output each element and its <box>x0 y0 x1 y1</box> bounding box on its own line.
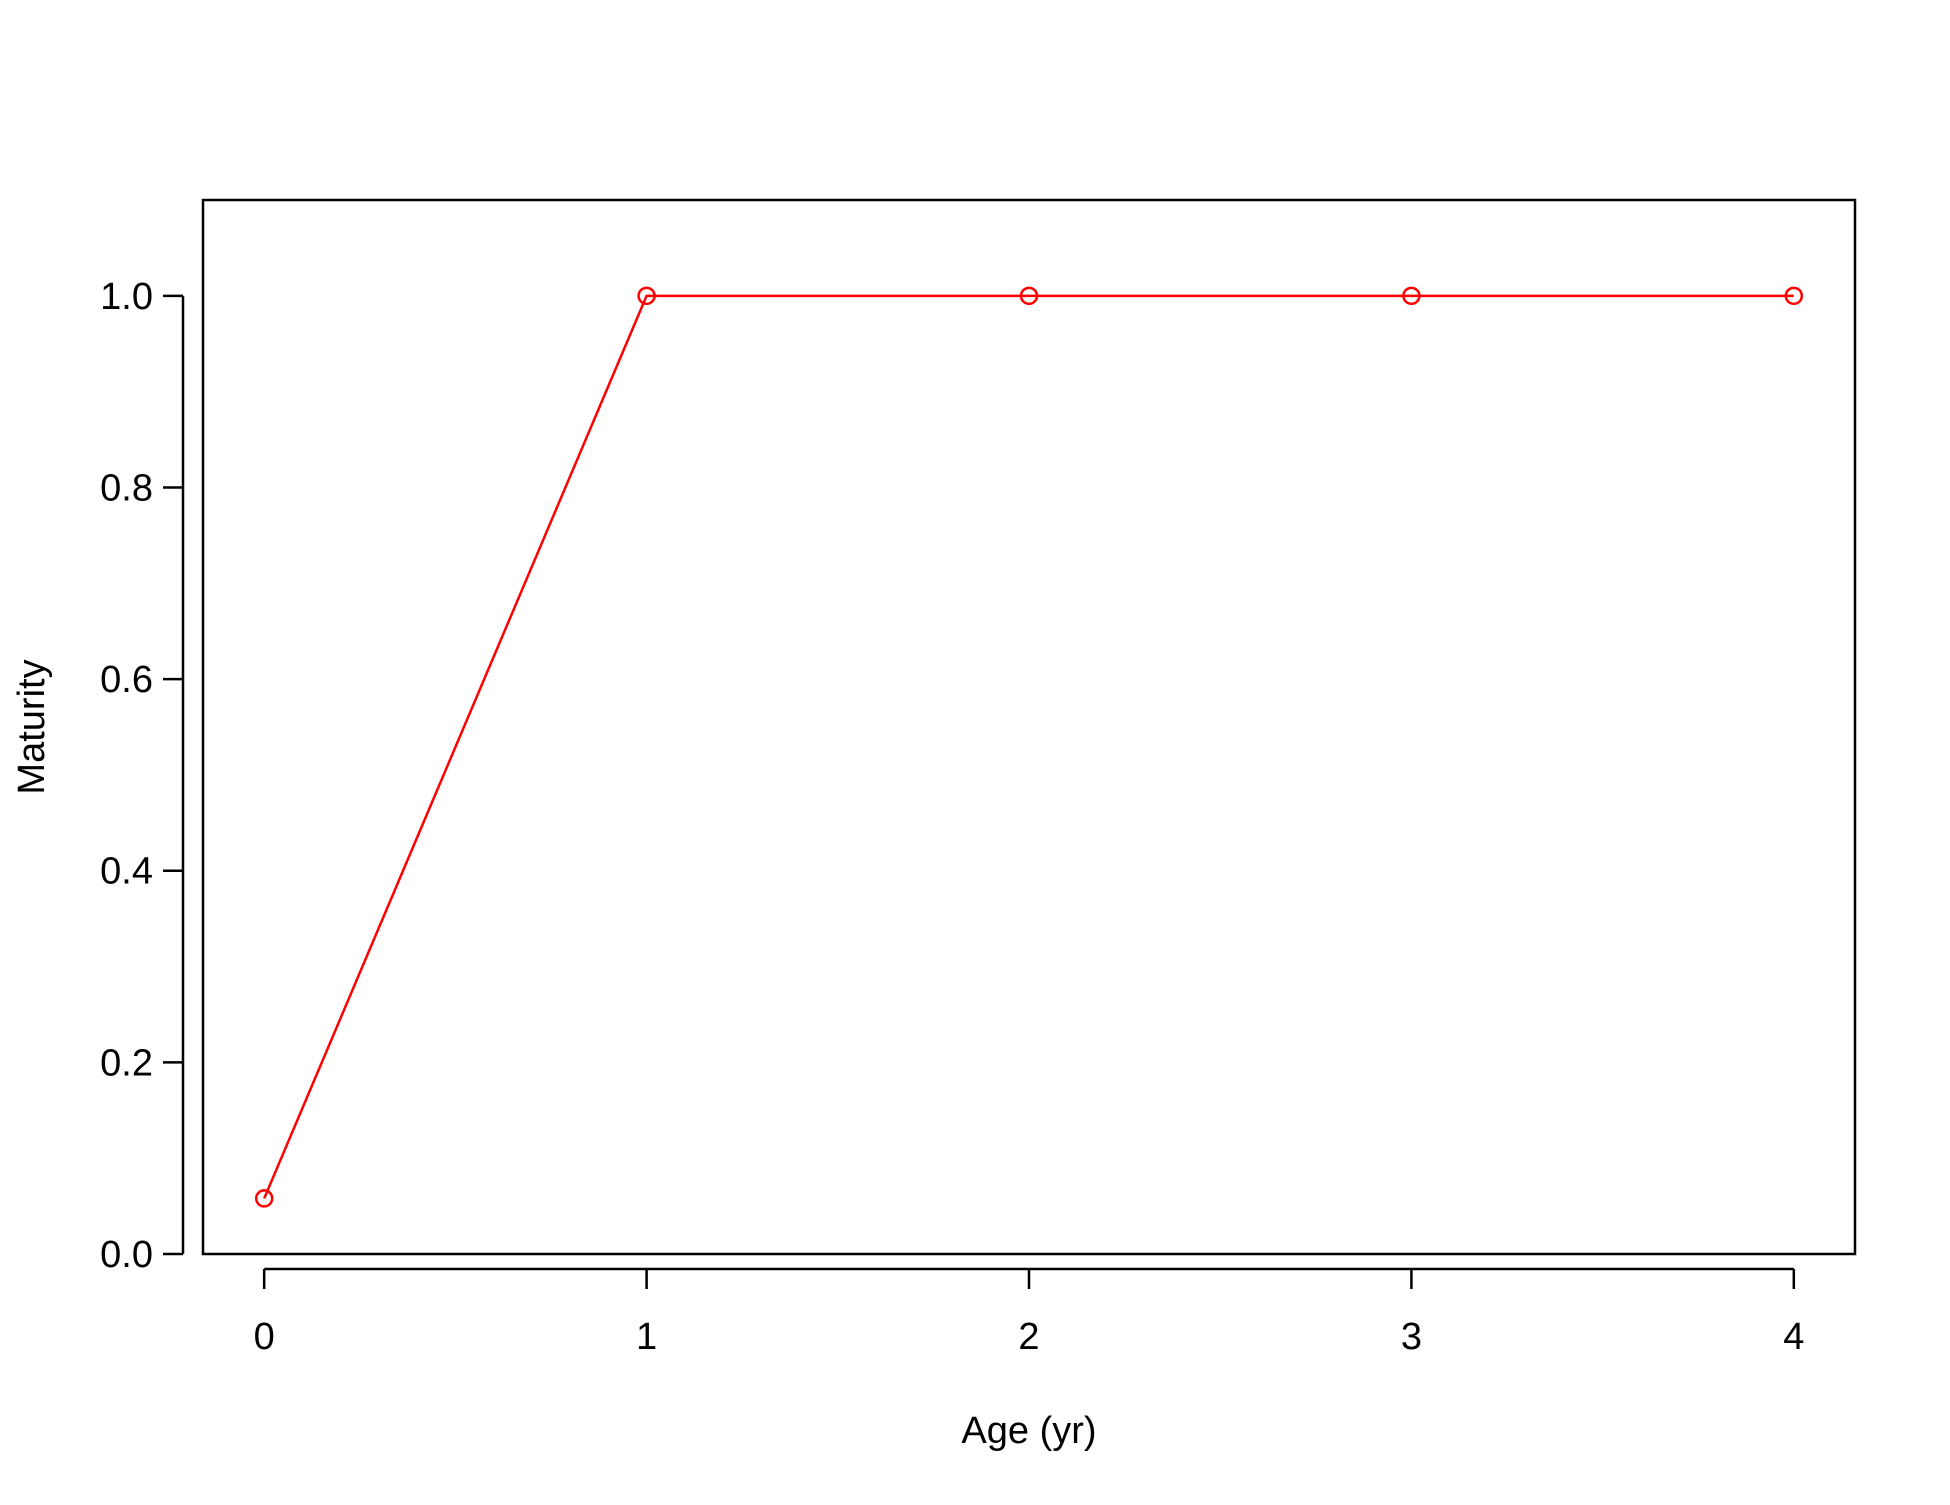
y-tick-label: 0.4 <box>100 851 153 893</box>
x-tick-label: 3 <box>1401 1316 1422 1358</box>
series-layer <box>254 286 1804 1208</box>
x-axis-title: Age (yr) <box>961 1410 1096 1452</box>
data-point <box>1784 286 1804 306</box>
y-tick-label: 0.6 <box>100 659 153 701</box>
data-point <box>1402 286 1421 306</box>
series-line <box>263 294 1794 1199</box>
data-point <box>254 1189 274 1208</box>
y-axis: 0.0 0.2 0.4 0.6 0.8 1.0 <box>100 276 185 1276</box>
plot-frame <box>201 198 1857 1256</box>
y-tick-label: 0.8 <box>100 467 153 509</box>
y-tick-label: 1.0 <box>100 276 153 318</box>
x-tick-label: 2 <box>1018 1316 1039 1358</box>
data-point <box>1019 286 1039 306</box>
data-point <box>637 286 656 306</box>
y-tick-label: 0.0 <box>100 1234 153 1276</box>
y-tick-label: 0.2 <box>100 1042 153 1084</box>
x-tick-label: 0 <box>254 1316 275 1358</box>
x-tick-label: 1 <box>636 1316 657 1358</box>
x-tick-label: 4 <box>1783 1316 1804 1358</box>
x-axis: 0 1 2 3 4 <box>254 1267 1804 1358</box>
y-axis-title: Maturity <box>11 659 53 794</box>
